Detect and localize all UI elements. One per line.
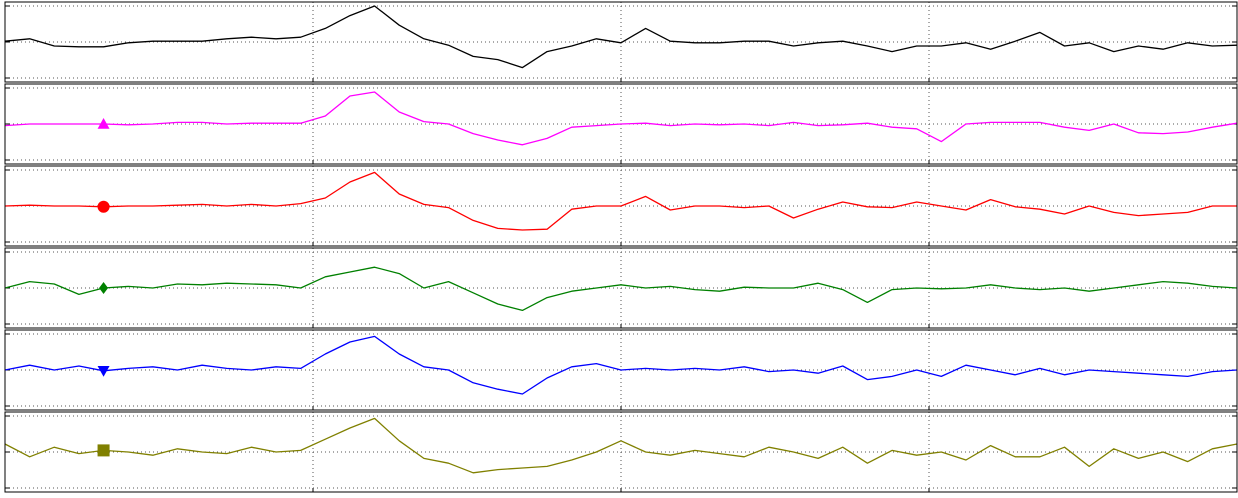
panel-frame <box>4 165 1238 247</box>
panel-frame <box>4 411 1238 493</box>
series-marker <box>97 366 110 377</box>
series-marker <box>97 444 110 457</box>
panel-frame <box>4 247 1238 329</box>
series-line <box>4 171 1237 231</box>
panel-frame <box>4 329 1238 411</box>
panel-frame <box>4 1 1238 83</box>
panel-frame <box>4 83 1238 165</box>
series-line <box>4 417 1238 474</box>
series-line <box>4 5 1238 69</box>
series-line <box>4 335 1238 395</box>
series-marker <box>99 282 109 294</box>
series-marker <box>97 200 110 213</box>
series-line <box>4 266 1238 312</box>
series-marker <box>97 118 110 129</box>
series-line <box>4 91 1238 146</box>
